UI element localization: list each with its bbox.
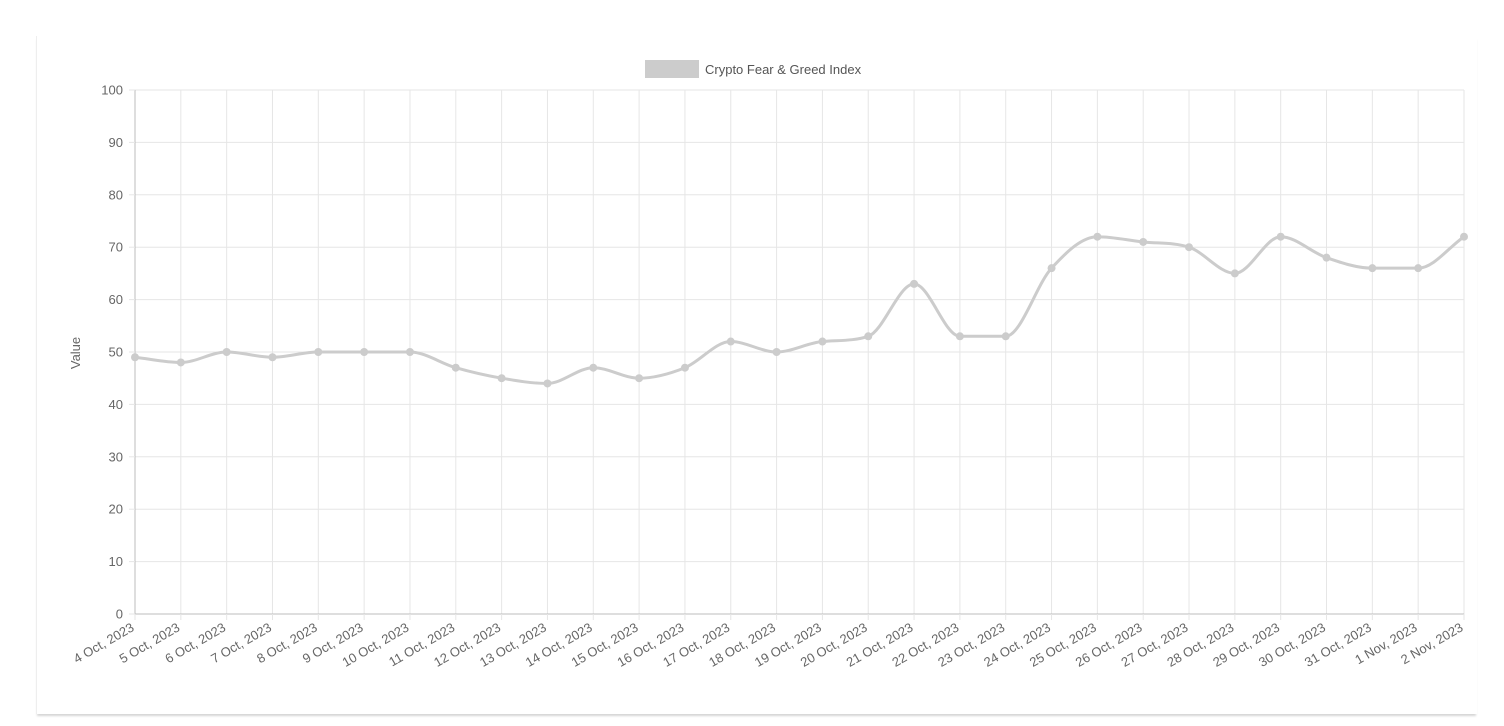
y-tick-label: 50 [109, 345, 123, 360]
data-point[interactable] [910, 279, 919, 288]
data-point[interactable] [131, 353, 139, 362]
y-tick-label: 30 [109, 449, 123, 464]
data-point[interactable] [268, 353, 277, 362]
data-point[interactable] [680, 363, 689, 372]
data-point[interactable] [1230, 269, 1239, 278]
y-tick-label: 0 [116, 607, 123, 622]
y-tick-label: 60 [109, 292, 123, 307]
y-tick-label: 90 [109, 135, 123, 150]
data-point[interactable] [589, 363, 598, 372]
legend[interactable]: Crypto Fear & Greed Index [645, 60, 862, 78]
y-tick-label: 10 [109, 554, 123, 569]
data-point[interactable] [543, 379, 552, 388]
data-points [131, 232, 1468, 388]
y-tick-label: 40 [109, 397, 123, 412]
y-axis-title: Value [68, 337, 83, 369]
data-point[interactable] [772, 348, 781, 356]
data-point[interactable] [1322, 253, 1331, 262]
data-point[interactable] [176, 358, 185, 367]
data-point[interactable] [222, 348, 231, 356]
data-point[interactable] [726, 337, 735, 346]
data-point[interactable] [1460, 232, 1468, 241]
data-point[interactable] [1093, 232, 1102, 241]
y-tick-label: 100 [101, 83, 123, 98]
y-tick-label: 20 [109, 502, 123, 517]
data-point[interactable] [635, 374, 644, 383]
y-tick-label: 70 [109, 240, 123, 255]
legend-swatch[interactable] [645, 60, 699, 78]
data-point[interactable] [451, 363, 460, 372]
grid-lines [134, 89, 1465, 615]
data-point[interactable] [497, 374, 506, 383]
data-point[interactable] [1139, 237, 1148, 246]
data-point[interactable] [818, 337, 827, 346]
data-point[interactable] [360, 348, 369, 356]
data-point[interactable] [1414, 264, 1423, 273]
series-crypto-fear-greed [133, 235, 1466, 385]
data-point[interactable] [1276, 232, 1285, 241]
data-point[interactable] [1368, 264, 1377, 273]
chart-card [36, 36, 1477, 714]
y-axis-ticks: 0 10 20 30 40 50 60 70 80 90 100 [101, 83, 135, 622]
data-point[interactable] [1047, 264, 1056, 273]
series-line [133, 235, 1466, 385]
y-tick-label: 80 [109, 187, 123, 202]
legend-label[interactable]: Crypto Fear & Greed Index [705, 62, 862, 77]
data-point[interactable] [955, 332, 964, 341]
data-point[interactable] [1185, 243, 1194, 252]
data-point[interactable] [1001, 332, 1010, 341]
data-point[interactable] [405, 348, 414, 356]
data-point[interactable] [314, 348, 323, 356]
data-point[interactable] [864, 332, 873, 341]
